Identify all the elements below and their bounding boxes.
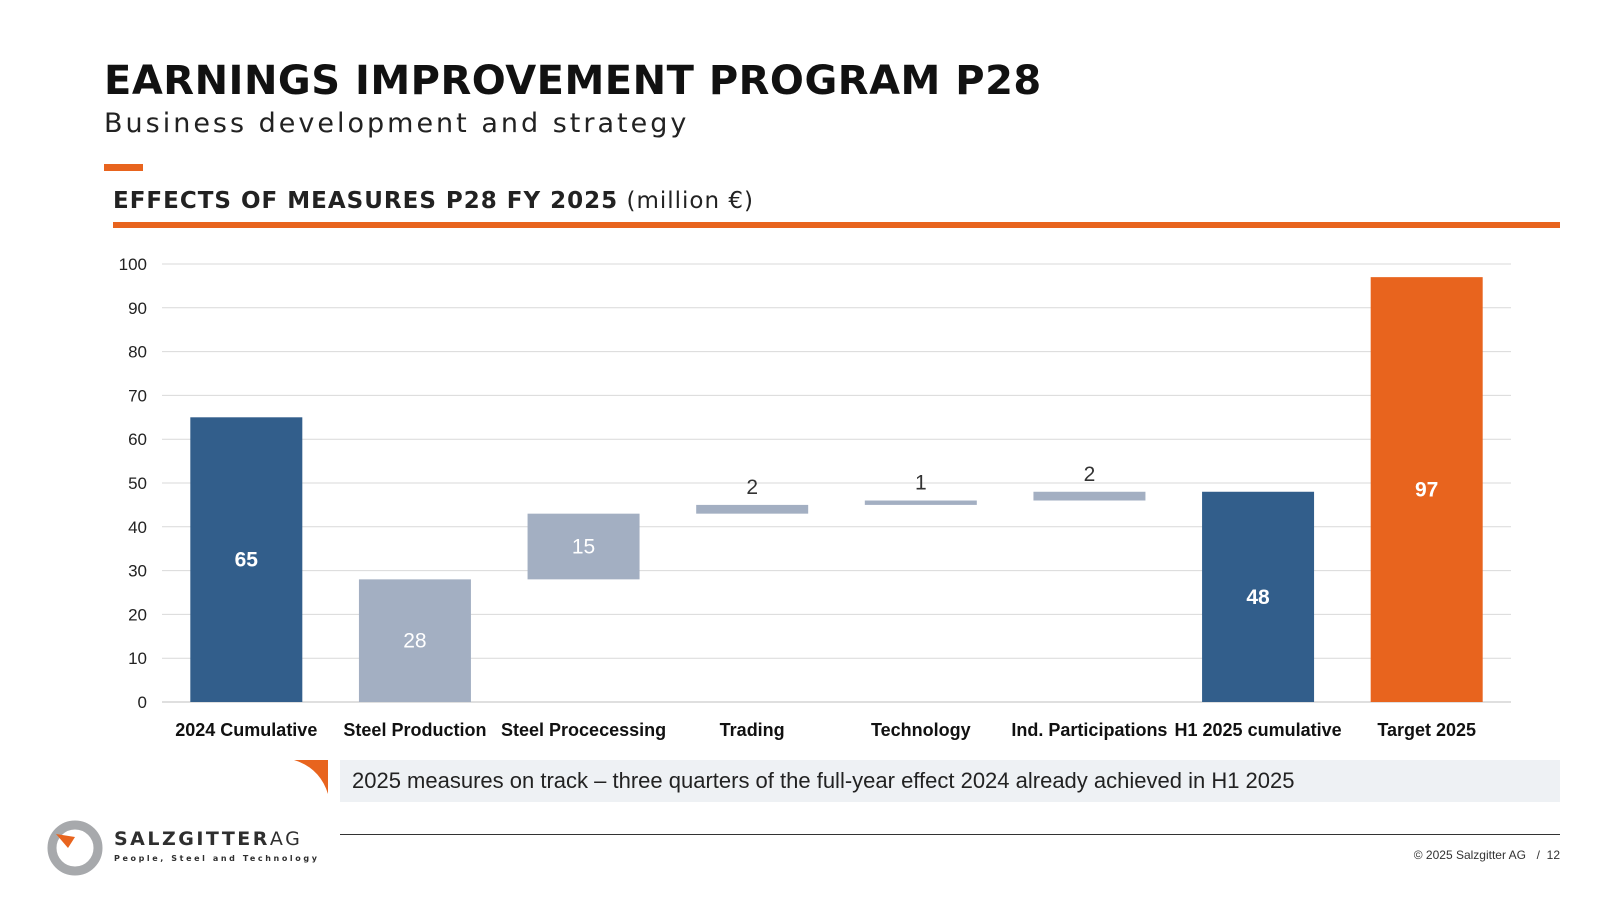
- y-tick-label: 30: [128, 562, 147, 581]
- x-tick-label: Steel Production: [343, 720, 486, 740]
- x-tick-label: 2024 Cumulative: [175, 720, 317, 740]
- logo-name: SALZGITTER: [114, 828, 270, 850]
- x-tick-label: Ind. Participations: [1011, 720, 1167, 740]
- data-label: 65: [235, 549, 259, 572]
- bar: [1033, 491, 1146, 501]
- data-label: 48: [1246, 586, 1270, 609]
- y-tick-label: 100: [119, 255, 147, 274]
- bar: [527, 513, 640, 580]
- bar: [1202, 491, 1315, 702]
- section-title-unit: (million €): [626, 188, 754, 214]
- footer-copyright: © 2025 Salzgitter AG: [1413, 848, 1526, 862]
- logo-suffix: AG: [269, 828, 303, 850]
- data-label: 2: [1084, 463, 1096, 486]
- salzgitter-logo-icon: [47, 820, 103, 876]
- y-tick-label: 70: [128, 386, 147, 405]
- x-tick-label: Steel Procecessing: [501, 720, 666, 740]
- x-tick-label: H1 2025 cumulative: [1175, 720, 1342, 740]
- accent-dash: [104, 164, 143, 171]
- footer-separator: /: [1536, 848, 1540, 862]
- x-tick-label: Target 2025: [1377, 720, 1476, 740]
- data-label: 97: [1415, 479, 1438, 502]
- bar: [864, 500, 977, 505]
- y-tick-label: 90: [128, 299, 147, 318]
- page-title: EARNINGS IMPROVEMENT PROGRAM P28: [104, 58, 1042, 104]
- y-tick-label: 40: [128, 518, 147, 537]
- section-title-bold: EFFECTS OF MEASURES P28 FY 2025: [113, 188, 619, 214]
- y-tick-label: 0: [138, 693, 147, 712]
- x-tick-label: Trading: [720, 720, 785, 740]
- logo-wordmark: SALZGITTERAG: [114, 828, 302, 850]
- company-logo: SALZGITTERAG People, Steel and Technolog…: [46, 818, 317, 878]
- section-rule: [113, 222, 1560, 228]
- page-number: 12: [1546, 848, 1560, 862]
- logo-tagline: People, Steel and Technology: [114, 854, 320, 863]
- key-message-box: 2025 measures on track – three quarters …: [340, 760, 1560, 802]
- page-subtitle: Business development and strategy: [104, 108, 690, 139]
- bar: [1370, 277, 1483, 702]
- bar: [696, 504, 809, 514]
- bar: [358, 579, 471, 702]
- bar: [190, 417, 303, 702]
- x-tick-label: Technology: [871, 720, 971, 740]
- y-tick-label: 60: [128, 430, 147, 449]
- note-marker-icon: [294, 760, 328, 794]
- y-tick-label: 80: [128, 343, 147, 362]
- y-tick-label: 50: [128, 474, 147, 493]
- y-tick-label: 10: [128, 649, 147, 668]
- data-label: 15: [572, 536, 595, 559]
- data-label: 2: [746, 476, 758, 499]
- section-title: EFFECTS OF MEASURES P28 FY 2025 (million…: [113, 188, 754, 214]
- y-tick-label: 20: [128, 605, 147, 624]
- data-label: 28: [403, 630, 426, 653]
- waterfall-chart: 0 10 20 30 40 50 60 70 80 90 100 65 2024 Cumulative 2…: [119, 255, 1511, 740]
- footer-rule: [340, 834, 1560, 835]
- data-label: 1: [915, 472, 927, 495]
